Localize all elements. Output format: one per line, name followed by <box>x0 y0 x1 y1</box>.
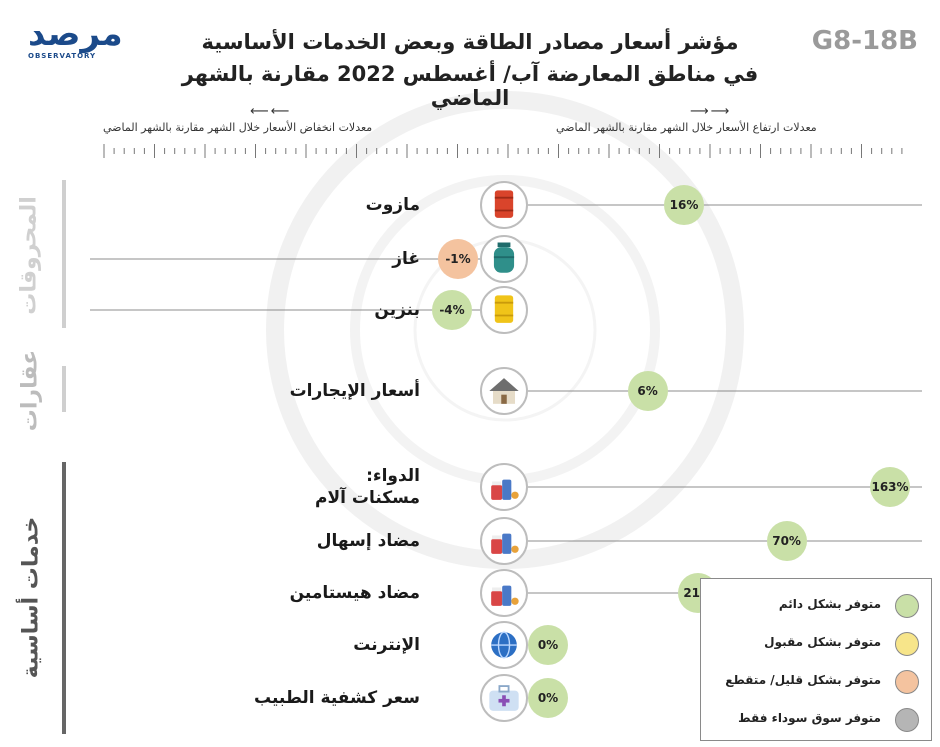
legend-swatch-orange <box>895 670 919 694</box>
legend-label: متوفر بشكل قليل/ متقطع <box>725 673 881 687</box>
legend-swatch-gray <box>895 708 919 732</box>
legend-label: متوفر سوق سوداء فقط <box>738 711 881 725</box>
decrease-arrows-icon: ⟵⟵ <box>250 104 292 119</box>
increase-arrows-icon: ⟶⟶ <box>690 104 732 119</box>
row-label: غاز <box>392 249 420 269</box>
logo-subtitle: OBSERVATORY <box>28 52 97 60</box>
row-label: مازوت <box>365 195 420 215</box>
value-bubble: 0% <box>528 625 568 665</box>
legend-item-acceptable: متوفر بشكل مقبول <box>701 625 931 663</box>
row-label: مضاد إسهال <box>316 531 420 551</box>
legend-item-scarce: متوفر بشكل قليل/ متقطع <box>701 663 931 701</box>
globe-icon <box>480 621 528 669</box>
fuel-barrel-icon <box>480 286 528 334</box>
row-label: الإنترنت <box>353 635 420 655</box>
value-bubble: -1% <box>438 239 478 279</box>
medicine-icon <box>480 463 528 511</box>
services-group-bar <box>62 462 66 734</box>
legend-swatch-yellow <box>895 632 919 656</box>
page-subtitle: في مناطق المعارضة آب/ أغسطس 2022 مقارنة … <box>181 62 759 110</box>
row-label: أسعار الإيجارات <box>289 381 420 401</box>
legend-item-blackmarket: متوفر سوق سوداء فقط <box>701 701 931 739</box>
value-bubble: -4% <box>432 290 472 330</box>
legend-label: متوفر بشكل دائم <box>778 597 881 611</box>
legend-item-permanent: متوفر بشكل دائم <box>701 587 931 625</box>
medicine-icon <box>480 569 528 617</box>
realestate-group-bar <box>62 366 66 412</box>
value-bubble: 0% <box>528 678 568 718</box>
value-bubble: 70% <box>766 521 807 561</box>
legend-swatch-green <box>895 594 919 618</box>
value-bubble: 16% <box>664 185 704 225</box>
row-label: بنزين <box>374 300 420 320</box>
page-title: مؤشر أسعار مصادر الطاقة وبعض الخدمات الأ… <box>201 30 739 54</box>
legend: متوفر بشكل دائم متوفر بشكل مقبول متوفر ب… <box>700 578 932 741</box>
row-label-line2: مسكنات آلام <box>315 488 420 508</box>
row-label: الدواء: مسكنات آلام <box>315 465 420 509</box>
tick-ruler <box>103 144 903 158</box>
row-label: مضاد هيستامين <box>289 583 420 603</box>
fuel-group-bar <box>62 180 66 328</box>
house-icon <box>480 367 528 415</box>
logo: مرصد <box>28 14 125 54</box>
gas-cylinder-icon <box>480 235 528 283</box>
value-bubble: 6% <box>627 371 668 411</box>
legend-label: متوفر بشكل مقبول <box>764 635 881 649</box>
chart-code: G8-18B <box>811 26 918 56</box>
medicine-icon <box>480 517 528 565</box>
decrease-header: معدلات انخفاض الأسعار خلال الشهر مقارنة … <box>103 121 373 134</box>
row-label-line1: الدواء: <box>366 466 420 486</box>
medical-kit-icon <box>480 674 528 722</box>
increase-header: معدلات ارتفاع الأسعار خلال الشهر مقارنة … <box>556 121 817 134</box>
oil-barrel-icon <box>480 181 528 229</box>
row-label: سعر كشفية الطبيب <box>253 688 420 708</box>
value-bubble: 163% <box>870 467 911 507</box>
